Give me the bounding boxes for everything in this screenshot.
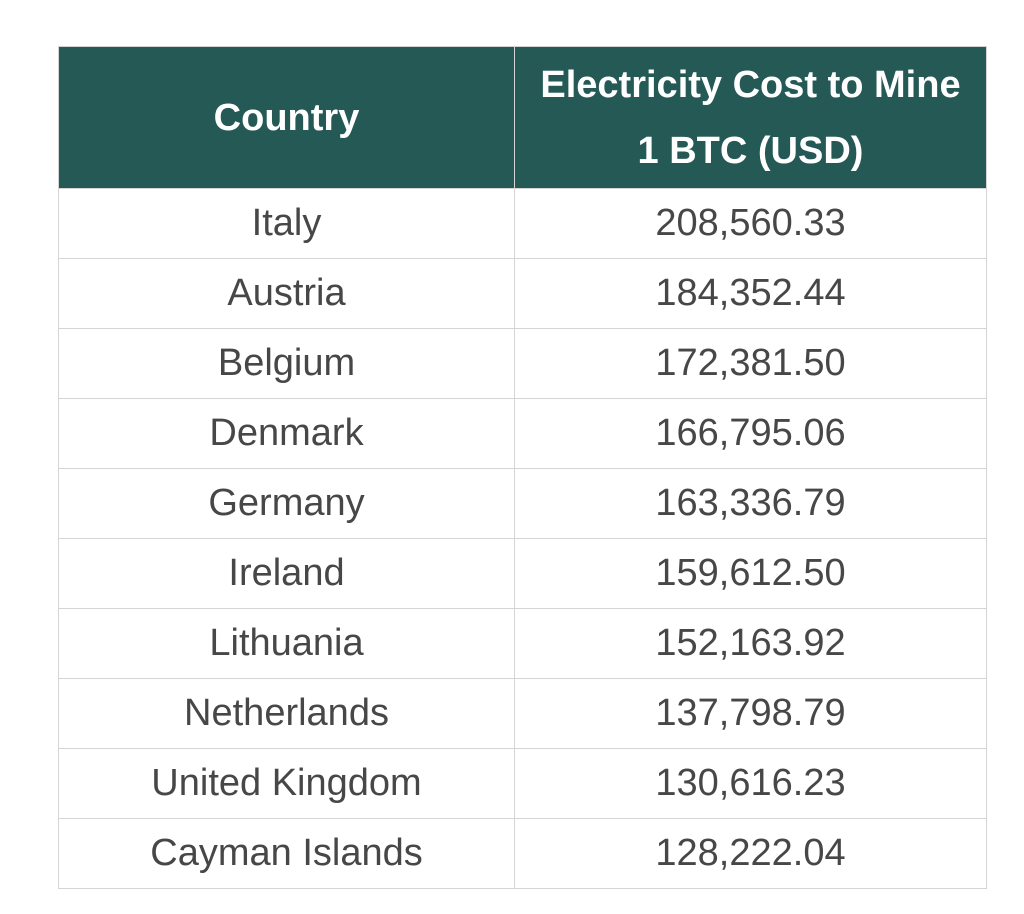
table-body: Italy 208,560.33 Austria 184,352.44 Belgium 1… [58,188,987,889]
cost-cell: 128,222.04 [514,818,987,889]
cost-cell: 152,163.92 [514,608,987,679]
country-cell: Netherlands [58,678,515,749]
header-cell: Country [58,46,515,189]
data-table: Country Electricity Cost to Mine 1 BTC (… [58,46,987,889]
cost-cell: 163,336.79 [514,468,987,539]
cost-cell: 130,616.23 [514,748,987,819]
country-cell: Italy [58,188,515,259]
table-row: Lithuania 152,163.92 [58,608,987,679]
country-cell: Ireland [58,538,515,609]
cost-cell: 172,381.50 [514,328,987,399]
table-row: Netherlands 137,798.79 [58,678,987,749]
country-cell: Denmark [58,398,515,469]
country-cell: Germany [58,468,515,539]
country-cell: Cayman Islands [58,818,515,889]
cost-cell: 208,560.33 [514,188,987,259]
country-cell: Austria [58,258,515,329]
country-cell: Lithuania [58,608,515,679]
cost-cell: 137,798.79 [514,678,987,749]
country-cell: Belgium [58,328,515,399]
header-cell: Electricity Cost to Mine 1 BTC (USD) [514,46,987,189]
cost-cell: 166,795.06 [514,398,987,469]
country-cell: United Kingdom [58,748,515,819]
table-row: Italy 208,560.33 [58,188,987,259]
table-row: Austria 184,352.44 [58,258,987,329]
cost-cell: 184,352.44 [514,258,987,329]
table-row: Denmark 166,795.06 [58,398,987,469]
table-row: Belgium 172,381.50 [58,328,987,399]
table-row: Cayman Islands 128,222.04 [58,818,987,889]
cost-cell: 159,612.50 [514,538,987,609]
table-header: Country Electricity Cost to Mine 1 BTC (… [58,46,987,189]
header-row: Country Electricity Cost to Mine 1 BTC (… [58,46,987,189]
table-row: United Kingdom 130,616.23 [58,748,987,819]
table-row: Germany 163,336.79 [58,468,987,539]
table-row: Ireland 159,612.50 [58,538,987,609]
